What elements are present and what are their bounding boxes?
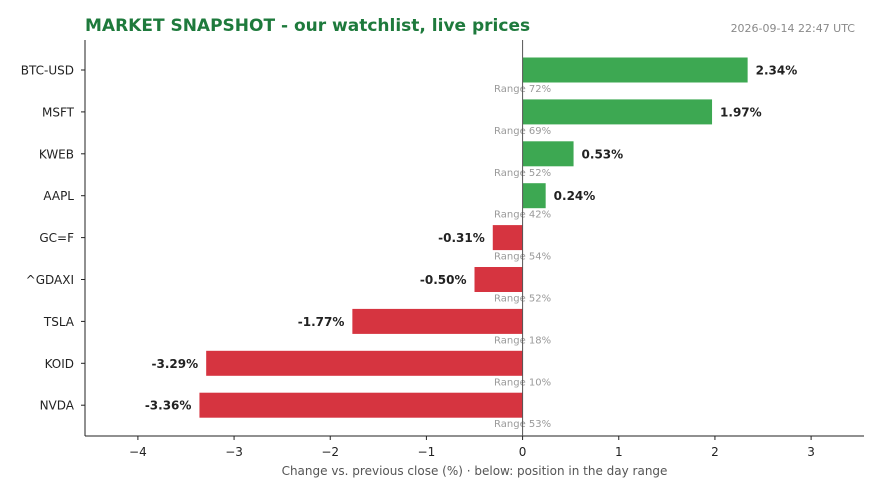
value-label: -1.77% xyxy=(298,315,345,329)
y-tick-label: AAPL xyxy=(43,189,74,203)
y-tick-label: BTC-USD xyxy=(21,64,74,78)
value-label: 2.34% xyxy=(756,64,798,78)
x-tick-label: −3 xyxy=(225,445,243,459)
value-label: 0.24% xyxy=(554,189,596,203)
bar-BTC-USD xyxy=(522,57,748,83)
bar-NVDA xyxy=(199,392,523,418)
bar-TSLA xyxy=(352,308,523,334)
bar-^GDAXI xyxy=(474,267,523,292)
x-tick-label: −2 xyxy=(321,445,339,459)
x-axis: −4 −3 −2 −1 0 1 2 3 xyxy=(129,436,815,459)
value-label: -0.50% xyxy=(420,273,467,287)
bar-AAPL xyxy=(522,183,546,209)
x-tick-label: 2 xyxy=(711,445,719,459)
y-axis: BTC-USD MSFT KWEB AAPL GC=F ^GDAXI TSLA KOID NVD… xyxy=(21,64,85,413)
bar-KOID xyxy=(206,350,523,376)
bar-MSFT xyxy=(522,99,713,125)
y-tick-label: KOID xyxy=(45,357,74,371)
value-label: 1.97% xyxy=(720,105,762,119)
x-tick-label: 1 xyxy=(615,445,623,459)
bars-layer: 2.34%Range 72%1.97%Range 69%0.53%Range 5… xyxy=(145,57,798,430)
y-tick-label: GC=F xyxy=(39,231,74,245)
bar-KWEB xyxy=(522,141,574,167)
y-tick-label: KWEB xyxy=(39,147,74,161)
value-label: -3.36% xyxy=(145,399,192,413)
y-tick-label: NVDA xyxy=(40,399,75,413)
value-label: 0.53% xyxy=(582,147,624,161)
x-tick-label: 3 xyxy=(807,445,815,459)
y-tick-label: MSFT xyxy=(42,105,75,119)
chart-timestamp: 2026-09-14 22:47 UTC xyxy=(731,22,856,35)
x-tick-label: −4 xyxy=(129,445,147,459)
value-label: -0.31% xyxy=(438,231,485,245)
x-tick-label: 0 xyxy=(519,445,527,459)
x-axis-label: Change vs. previous close (%) · below: p… xyxy=(282,464,668,478)
bar-GC=F xyxy=(492,225,523,251)
chart-title: MARKET SNAPSHOT - our watchlist, live pr… xyxy=(85,16,530,36)
y-tick-label: TSLA xyxy=(43,315,75,329)
value-label: -3.29% xyxy=(152,357,199,371)
y-tick-label: ^GDAXI xyxy=(26,273,74,287)
x-tick-label: −1 xyxy=(418,445,436,459)
